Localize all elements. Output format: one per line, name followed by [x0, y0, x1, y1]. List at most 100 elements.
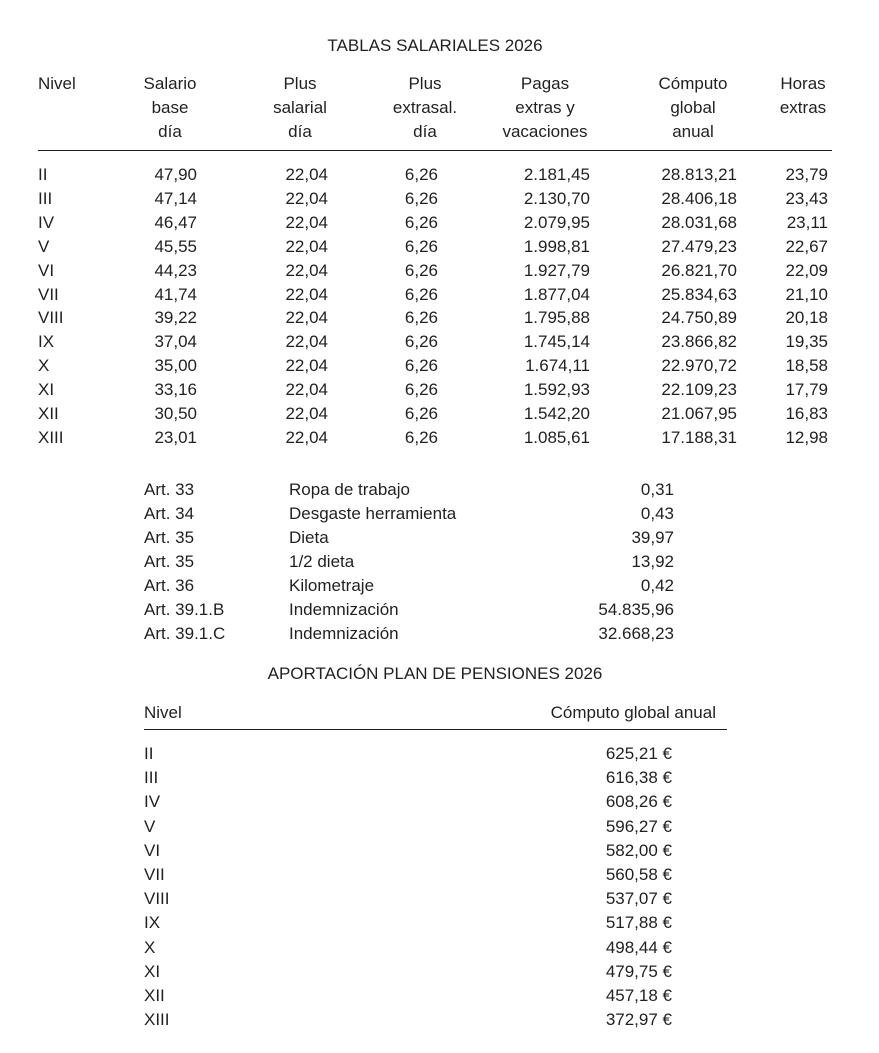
pension-row-level: X	[144, 937, 156, 957]
salary-column-header: extras	[779, 98, 827, 117]
salary-cell: 17,79	[785, 380, 828, 400]
salary-cell: 22,04	[285, 284, 328, 304]
salary-cell: 6,26	[404, 427, 438, 447]
salary-cell: 23,11	[786, 212, 828, 232]
salary-cell: 6,26	[404, 236, 438, 256]
salary-column-header: día	[413, 122, 437, 141]
salary-cell: 30,50	[154, 404, 197, 423]
allowance-amount: 13,92	[631, 552, 674, 571]
salary-column-header: base	[151, 98, 189, 117]
salary-row-level: VIII	[38, 308, 64, 328]
pension-row-amount: 582,00 €	[605, 840, 672, 860]
pension-row-level: XII	[144, 986, 165, 1005]
salary-cell: 28.406,18	[661, 188, 737, 208]
pension-header-nivel: Nivel	[144, 703, 182, 722]
salary-cell: 22,04	[285, 212, 328, 232]
salary-cell: 27.479,23	[661, 236, 737, 256]
salary-column-header: día	[158, 122, 182, 141]
salary-cell: 17.188,31	[661, 427, 737, 447]
salary-cell: 12,98	[785, 427, 828, 447]
allowance-concept: Indemnización	[289, 624, 399, 643]
pension-row-amount: 372,97 €	[605, 1010, 672, 1030]
salary-row-level: XI	[38, 380, 55, 400]
pension-row-level: IX	[144, 913, 161, 933]
salary-row-level: VII	[38, 284, 59, 304]
salary-row-level: XII	[38, 404, 59, 423]
allowance-concept: Indemnización	[289, 600, 399, 619]
salary-cell: 23,43	[785, 188, 828, 208]
allowance-amount: 0,42	[640, 576, 674, 595]
salary-cell: 21,10	[785, 284, 828, 304]
salary-cell: 25.834,63	[661, 284, 737, 304]
allowance-article: Art. 33	[144, 480, 195, 499]
pension-header-computo: Cómputo global anual	[550, 703, 716, 722]
allowance-concept: Ropa de trabajo	[289, 480, 410, 499]
allowance-amount: 39,97	[631, 528, 674, 547]
allowance-article: Art. 35	[144, 528, 195, 547]
pension-row-level: IV	[144, 792, 161, 812]
pension-row-level: VIII	[144, 889, 170, 909]
salary-cell: 23.866,82	[661, 332, 737, 352]
salary-row-level: III	[38, 188, 53, 208]
pension-row-amount: 498,44 €	[605, 937, 672, 957]
salary-column-header: Plus	[408, 74, 442, 93]
salary-column-header: Pagas	[520, 74, 570, 93]
salary-cell: 22,04	[285, 356, 328, 376]
pension-row-level: II	[144, 744, 154, 763]
salary-cell: 23,01	[154, 427, 197, 447]
salary-cell: 18,58	[785, 356, 828, 376]
salary-cell: 22,67	[785, 236, 828, 256]
salary-cell: 1.592,93	[523, 380, 590, 400]
allowance-amount: 0,31	[640, 480, 674, 499]
salary-cell: 24.750,89	[661, 308, 737, 328]
salary-cell: 6,26	[404, 356, 438, 376]
salary-cell: 45,55	[154, 236, 197, 256]
salary-cell: 6,26	[404, 284, 438, 304]
salary-cell: 6,26	[404, 188, 438, 208]
salary-cell: 20,18	[785, 308, 828, 328]
salary-cell: 2.181,45	[523, 165, 590, 184]
allowance-concept: 1/2 dieta	[289, 552, 355, 571]
salary-cell: 22,04	[285, 404, 328, 423]
pension-row-level: VII	[144, 865, 165, 884]
pension-row-amount: 537,07 €	[605, 889, 672, 909]
salary-cell: 6,26	[404, 380, 438, 400]
allowance-article: Art. 39.1.B	[144, 600, 225, 619]
salary-cell: 33,16	[154, 380, 197, 400]
salary-cell: 22,04	[285, 427, 328, 447]
salary-cell: 22,09	[785, 260, 828, 280]
salary-cell: 22,04	[285, 188, 328, 208]
allowance-article: Art. 36	[144, 576, 195, 595]
salary-row-level: IV	[38, 212, 55, 232]
pension-row-amount: 457,18 €	[605, 986, 672, 1005]
salary-cell: 6,26	[404, 260, 438, 280]
salary-cell: 1.542,20	[523, 404, 590, 423]
salary-row-level: X	[38, 356, 50, 376]
salary-cell: 22,04	[285, 332, 328, 352]
salary-column-header: Nivel	[38, 74, 76, 93]
allowance-article: Art. 39.1.C	[144, 624, 226, 643]
salary-column-header: extras y	[515, 98, 575, 117]
salary-cell: 19,35	[785, 332, 828, 352]
pension-row-amount: 616,38 €	[605, 768, 672, 788]
salary-column-header: anual	[672, 122, 714, 141]
salary-row-level: IX	[38, 332, 55, 352]
salary-row-level: V	[38, 236, 50, 256]
salary-cell: 1.998,81	[523, 236, 590, 256]
pension-row-level: XIII	[144, 1010, 170, 1030]
salary-cell: 22,04	[285, 308, 328, 328]
salary-column-header: extrasal.	[392, 98, 458, 117]
salary-cell: 39,22	[154, 308, 197, 328]
salary-header-rule	[38, 150, 832, 151]
pension-table-title: APORTACIÓN PLAN DE PENSIONES 2026	[267, 664, 603, 683]
salary-cell: 37,04	[154, 332, 197, 352]
salary-cell: 1.674,11	[525, 356, 590, 376]
salary-table-title: TABLAS SALARIALES 2026	[327, 36, 543, 55]
allowance-concept: Kilometraje	[289, 576, 375, 595]
salary-cell: 22.970,72	[661, 356, 737, 376]
salary-column-header: vacaciones	[502, 122, 588, 141]
pension-row-level: V	[144, 816, 156, 836]
salary-column-header: día	[288, 122, 312, 141]
salary-column-header: Cómputo	[658, 74, 728, 93]
allowance-amount: 32.668,23	[598, 624, 674, 643]
